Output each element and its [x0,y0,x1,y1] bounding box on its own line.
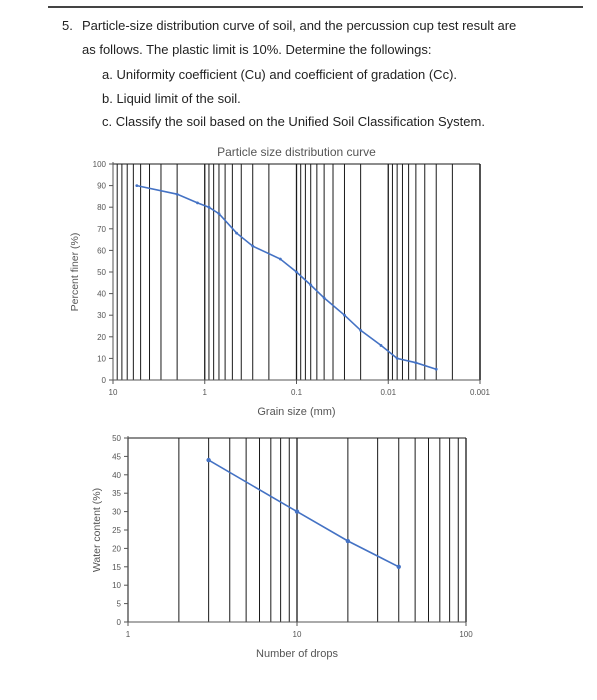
data-point [434,367,438,371]
data-point [175,192,179,196]
data-point [343,313,346,317]
data-point [294,509,300,514]
data-point [395,357,399,360]
x-tick-label: 10 [293,630,302,639]
question-number: 5. [62,18,73,33]
y-tick-label: 0 [102,376,107,385]
y-tick-label: 40 [112,471,121,480]
data-point [206,457,211,463]
x-tick-label: 0.1 [291,388,303,397]
y-tick-label: 0 [117,618,122,627]
y-tick-label: 70 [97,225,106,234]
question-item-a: a. Uniformity coefficient (Cu) and coeff… [102,67,458,82]
data-point [207,205,211,209]
top-rule [48,6,583,8]
x-tick-label: 0.001 [470,388,491,397]
series-line [208,459,400,568]
question-line-2: as follows. The plastic limit is 10%. De… [82,42,432,57]
data-point [135,184,139,188]
x-axis-label: Number of drops [256,648,338,660]
y-tick-label: 20 [112,544,121,553]
y-tick-label: 35 [112,489,121,498]
x-tick-label: 10 [109,388,118,397]
y-axis-label: Water content (%) [91,488,103,572]
y-tick-label: 45 [112,452,121,461]
y-tick-label: 20 [97,333,106,342]
x-tick-label: 1 [126,630,131,639]
y-tick-label: 5 [117,600,122,609]
data-point [396,564,401,569]
data-point [196,201,199,205]
y-tick-label: 100 [93,160,107,169]
data-point [322,296,326,300]
y-tick-label: 10 [97,354,106,363]
y-tick-label: 30 [97,311,106,320]
y-tick-label: 10 [112,581,121,590]
y-tick-label: 90 [97,182,106,191]
y-tick-label: 80 [97,203,106,212]
y-tick-label: 40 [97,290,106,299]
data-point [251,244,255,248]
data-point [295,270,298,274]
data-point [309,283,313,287]
y-tick-label: 30 [112,508,121,517]
liquid-limit-chart: 0 5 10 15 20 25 30 35 40 45 50 1 10 100 Number of drop… [91,434,473,660]
x-tick-label: 1 [203,388,208,397]
series-line [136,184,437,370]
data-point [414,361,418,365]
y-tick-label: 50 [112,434,121,443]
y-tick-label: 15 [112,563,121,572]
data-point [278,257,282,261]
y-tick-label: 25 [112,526,121,535]
y-tick-label: 50 [97,268,106,277]
data-point [345,538,351,544]
y-tick-label: 60 [97,246,106,255]
data-point [217,212,221,216]
x-tick-label: 0.01 [380,388,396,397]
data-point [379,344,383,347]
x-tick-label: 100 [459,630,473,639]
y-axis-label: Percent finer (%) [69,233,81,312]
chart-title: Particle size distribution curve [217,145,376,159]
question-line-1: Particle-size distribution curve of soil… [82,18,517,33]
data-point [235,231,238,235]
question-item-b: b. Liquid limit of the soil. [102,91,241,106]
x-axis-label: Grain size (mm) [257,406,335,418]
question-item-c: c. Classify the soil based on the Unifie… [102,114,485,129]
data-point [359,328,363,332]
